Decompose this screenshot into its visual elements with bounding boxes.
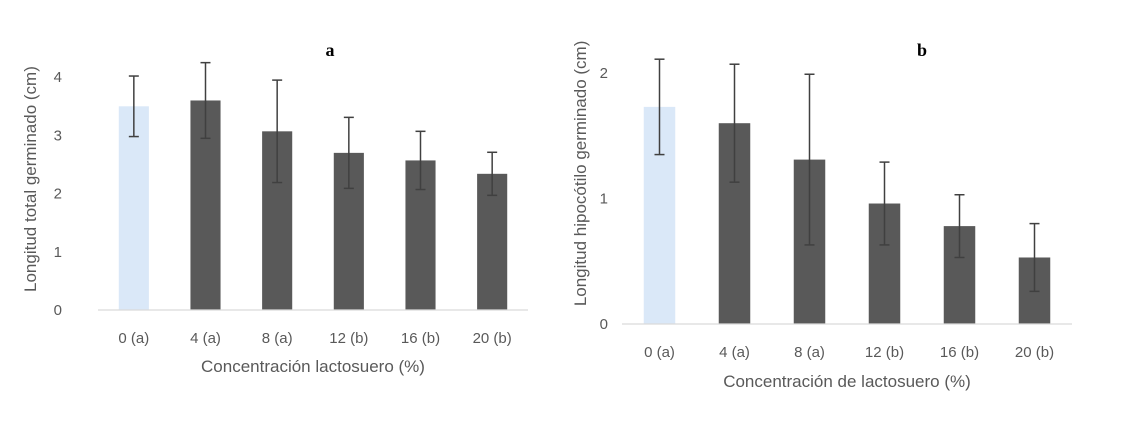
x-axis-title: Concentración de lactosuero (%) (723, 372, 971, 391)
x-tick-label: 4 (a) (719, 344, 750, 361)
y-axis-title: Longitud hipocótilo germinado (cm) (571, 41, 590, 307)
y-tick-label: 2 (600, 65, 608, 82)
x-tick-label: 12 (b) (865, 344, 904, 361)
bar-control (118, 106, 149, 310)
x-tick-label: 8 (a) (794, 344, 825, 361)
chart-panel-b: 0 1 2 0 (a) 4 (a) 8 (a) 12 (b) 16 (b) 20 (b) Conc… (571, 40, 1072, 391)
x-axis-title: Concentración lactosuero (%) (201, 357, 425, 376)
x-tick-label: 0 (a) (118, 330, 149, 347)
x-tick-label: 20 (b) (473, 330, 512, 347)
y-axis-title: Longitud total germinado (cm) (21, 66, 40, 292)
y-tick-label: 4 (54, 69, 62, 86)
x-tick-label: 8 (a) (262, 330, 293, 347)
x-tick-label: 16 (b) (401, 330, 440, 347)
x-tick-label: 20 (b) (1015, 344, 1054, 361)
y-tick-label: 1 (54, 244, 62, 261)
x-tick-label: 4 (a) (190, 330, 221, 347)
bar-treatment (477, 173, 508, 310)
y-tick-label: 0 (54, 302, 62, 319)
y-tick-label: 3 (54, 127, 62, 144)
panel-title: a (326, 40, 335, 60)
chart-panel-a: 0 1 2 3 4 0 (a) 4 (a) 8 (a) 12 (b) 16 (b) 20 (b) Co… (21, 40, 528, 376)
x-tick-label: 0 (a) (644, 344, 675, 361)
y-tick-label: 2 (54, 186, 62, 203)
y-tick-label: 0 (600, 316, 608, 333)
x-tick-label: 12 (b) (329, 330, 368, 347)
x-tick-label: 16 (b) (940, 344, 979, 361)
y-tick-label: 1 (600, 191, 608, 208)
panel-title: b (917, 40, 927, 60)
